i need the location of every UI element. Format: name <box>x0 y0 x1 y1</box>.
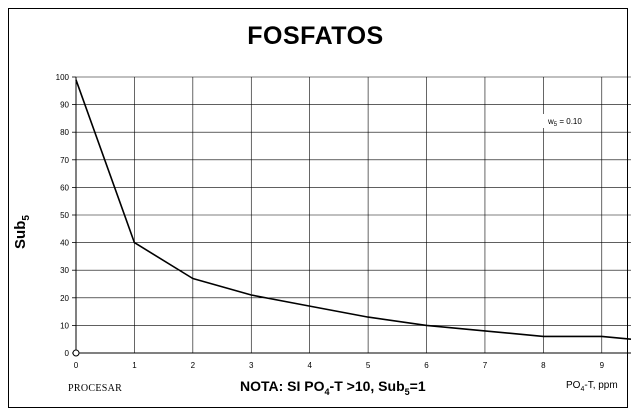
y-tick-label: 10 <box>60 321 69 330</box>
x-tick-label: 2 <box>191 361 196 370</box>
y-tick-label: 40 <box>60 239 69 248</box>
legend-box <box>532 114 594 128</box>
y-tick-label: 20 <box>60 294 69 303</box>
process-button[interactable]: PROCESAR <box>68 383 123 394</box>
y-tick-label: 90 <box>60 101 69 110</box>
x-tick-label: 1 <box>132 361 137 370</box>
y-tick-label: 0 <box>65 349 70 358</box>
start-point-marker <box>72 349 80 357</box>
x-tick-label: 4 <box>307 361 312 370</box>
x-tick-label: 8 <box>541 361 546 370</box>
y-tick-label: 50 <box>60 211 69 220</box>
chart-title: FOSFATOS <box>247 22 384 50</box>
y-tick-label: 80 <box>60 128 69 137</box>
chart-frame <box>8 8 628 408</box>
x-tick-label: 3 <box>249 361 254 370</box>
y-tick-label: 100 <box>56 73 70 82</box>
x-tick-label: 0 <box>74 361 79 370</box>
note-text: NOTA: SI PO4-T >10, Sub5=1 <box>240 378 426 397</box>
x-tick-label: 9 <box>600 361 605 370</box>
x-tick-label: 7 <box>483 361 488 370</box>
y-tick-label: 60 <box>60 183 69 192</box>
y-tick-label: 70 <box>60 156 69 165</box>
x-axis-label: PO4-T, ppm <box>566 380 618 393</box>
x-tick-label: 5 <box>366 361 371 370</box>
y-tick-label: 30 <box>60 266 69 275</box>
legend-entry: w5 = 0.10 <box>547 117 582 128</box>
x-tick-label: 6 <box>424 361 429 370</box>
series-line-fosfatos <box>75 79 631 340</box>
